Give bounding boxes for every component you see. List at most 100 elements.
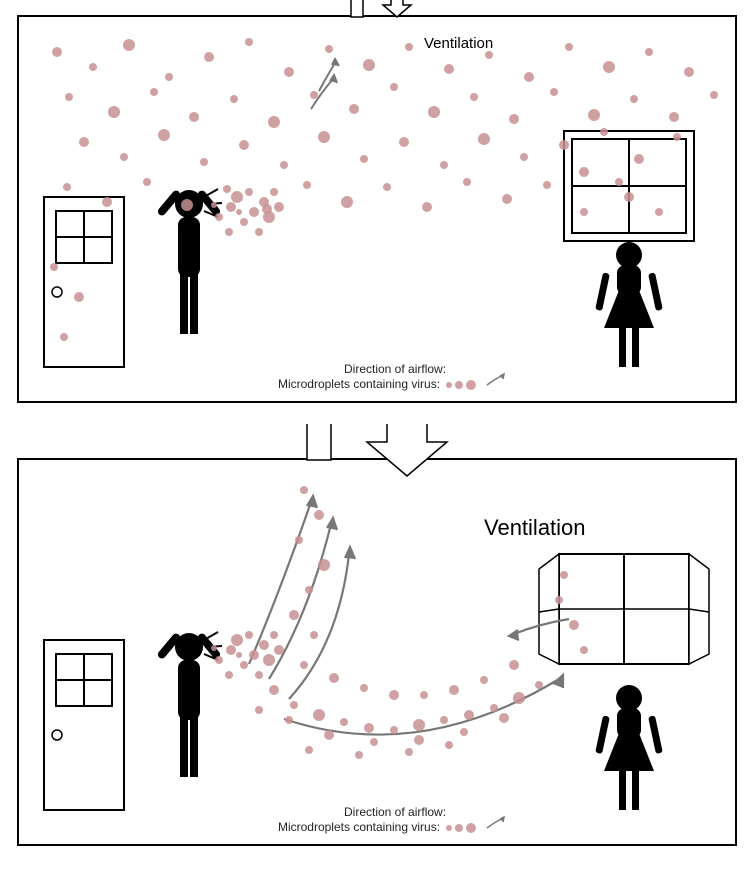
- microdroplet-dot: [413, 719, 425, 731]
- microdroplet-dot: [52, 47, 62, 57]
- microdroplet-dot: [284, 67, 294, 77]
- microdroplet-dot: [259, 197, 269, 207]
- microdroplet-dot: [588, 109, 600, 121]
- microdroplet-dot: [226, 645, 236, 655]
- microdroplet-dot: [240, 661, 248, 669]
- microdroplet-dot: [189, 112, 199, 122]
- microdroplet-dot: [463, 178, 471, 186]
- microdroplet-dot: [520, 153, 528, 161]
- door-icon: [44, 640, 124, 810]
- microdroplet-dot: [215, 213, 223, 221]
- microdroplet-dot: [645, 48, 653, 56]
- legend-airflow-text: Direction of airflow:: [344, 362, 446, 378]
- microdroplet-dot: [181, 199, 193, 211]
- microdroplet-dot: [478, 133, 490, 145]
- legend-dots-icon: [446, 380, 476, 390]
- microdroplet-dot: [74, 292, 84, 302]
- microdroplet-dot: [303, 181, 311, 189]
- microdroplet-dot: [535, 681, 543, 689]
- microdroplet-dot: [259, 640, 269, 650]
- vent-arrow-in-large: [367, 424, 447, 476]
- microdroplet-dot: [440, 716, 448, 724]
- microdroplet-dot: [324, 730, 334, 740]
- microdroplet-dot: [295, 536, 303, 544]
- vent-arrow-out-large: [291, 424, 347, 460]
- microdroplet-dot: [226, 202, 236, 212]
- microdroplet-dot: [50, 263, 58, 271]
- microdroplet-dot: [274, 645, 284, 655]
- microdroplet-dot: [270, 631, 278, 639]
- ventilation-label-bottom: Ventilation: [484, 515, 586, 541]
- microdroplet-dot: [120, 153, 128, 161]
- microdroplet-dot: [634, 154, 644, 164]
- microdroplet-dot: [215, 656, 223, 664]
- person-male-icon: [156, 189, 222, 334]
- microdroplet-dot: [603, 61, 615, 73]
- microdroplet-dot: [310, 91, 318, 99]
- microdroplet-dot: [509, 660, 519, 670]
- microdroplet-dot: [204, 52, 214, 62]
- microdroplet-dot: [63, 183, 71, 191]
- microdroplet-dot: [65, 93, 73, 101]
- microdroplet-dot: [268, 116, 280, 128]
- microdroplet-dot: [310, 631, 318, 639]
- microdroplet-dot: [305, 586, 313, 594]
- microdroplet-dot: [630, 95, 638, 103]
- microdroplet-dot: [255, 706, 263, 714]
- microdroplet-dot: [211, 202, 217, 208]
- microdroplet-dot: [490, 704, 498, 712]
- microdroplet-dot: [249, 207, 259, 217]
- microdroplet-dot: [223, 185, 231, 193]
- microdroplet-dot: [318, 131, 330, 143]
- microdroplet-dot: [569, 620, 579, 630]
- microdroplet-dot: [123, 39, 135, 51]
- microdroplet-dot: [414, 735, 424, 745]
- microdroplet-dot: [314, 510, 324, 520]
- microdroplet-dot: [559, 140, 569, 150]
- legend-dots-icon: [446, 823, 476, 833]
- microdroplet-dot: [485, 51, 493, 59]
- microdroplet-dot: [245, 188, 253, 196]
- microdroplet-dot: [270, 188, 278, 196]
- panel-good-ventilation: Ventilation Direction of airflow: Microd…: [17, 458, 737, 846]
- microdroplet-dot: [245, 38, 253, 46]
- microdroplet-dot: [225, 228, 233, 236]
- microdroplet-dot: [325, 45, 333, 53]
- person-female-icon: [595, 685, 663, 810]
- legend-airflow-arrow-icon: [487, 374, 504, 385]
- microdroplet-dot: [269, 685, 279, 695]
- microdroplet-dot: [305, 746, 313, 754]
- microdroplet-dot: [390, 726, 398, 734]
- microdroplet-dot: [340, 718, 348, 726]
- microdroplet-dot: [449, 685, 459, 695]
- microdroplet-dot: [355, 751, 363, 759]
- microdroplet-dot: [460, 728, 468, 736]
- panel-poor-ventilation: Ventilation Direction of airflow: Microd…: [17, 15, 737, 403]
- microdroplet-dot: [239, 140, 249, 150]
- airflow-arrow: [311, 59, 339, 109]
- vent-arrow-in-small: [383, 0, 411, 17]
- microdroplet-dot: [255, 228, 263, 236]
- microdroplet-dot: [60, 333, 68, 341]
- microdroplet-dot: [502, 194, 512, 204]
- microdroplet-dot: [470, 93, 478, 101]
- microdroplet-dot: [405, 748, 413, 756]
- microdroplet-dot: [289, 610, 299, 620]
- microdroplet-dot: [280, 161, 288, 169]
- microdroplet-dot: [464, 710, 474, 720]
- legend-airflow-arrow-icon: [487, 817, 504, 828]
- microdroplet-dot: [165, 73, 173, 81]
- microdroplet-dot: [225, 671, 233, 679]
- microdroplet-dot: [370, 738, 378, 746]
- microdroplet-dot: [422, 202, 432, 212]
- legend-airflow-text: Direction of airflow:: [344, 805, 446, 821]
- microdroplet-dot: [300, 661, 308, 669]
- microdroplet-dot: [236, 209, 242, 215]
- legend-microdroplets-text: Microdroplets containing virus:: [278, 820, 440, 836]
- legend-top: Direction of airflow: Microdroplets cont…: [278, 362, 476, 393]
- microdroplet-dot: [290, 701, 298, 709]
- microdroplet-dot: [579, 167, 589, 177]
- microdroplet-dot: [200, 158, 208, 166]
- microdroplet-dot: [673, 133, 681, 141]
- microdroplet-dot: [360, 155, 368, 163]
